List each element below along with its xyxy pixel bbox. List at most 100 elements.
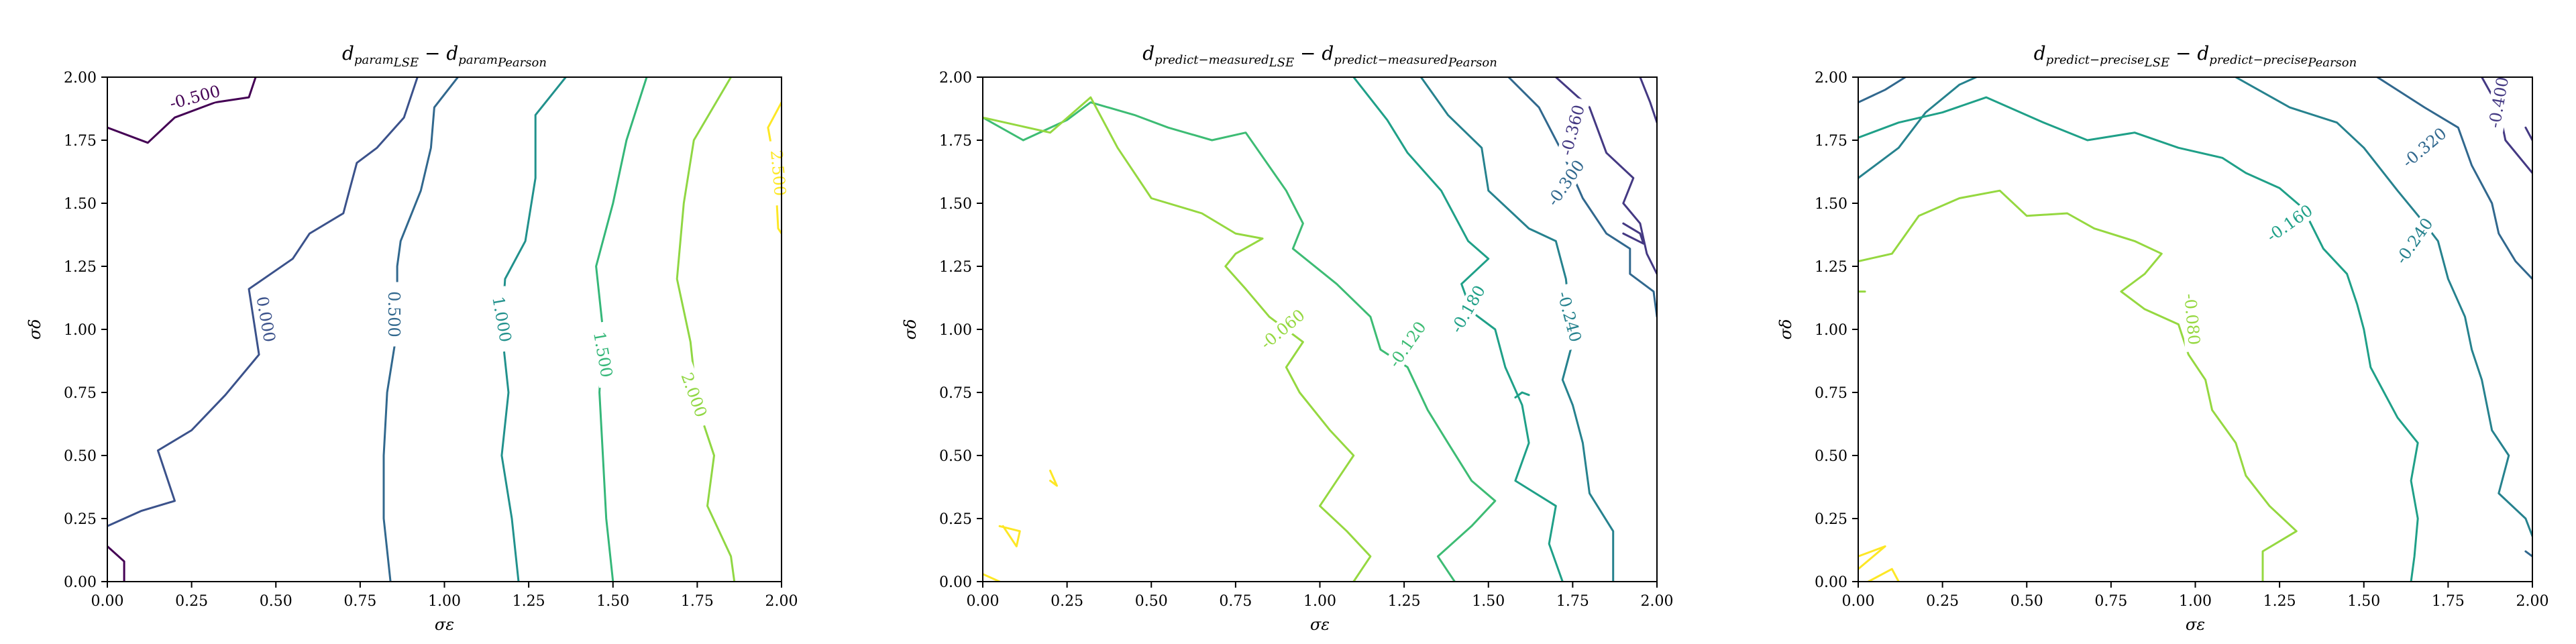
x-axis-label: σε: [435, 615, 454, 634]
y-tick-label: 1.75: [939, 133, 972, 150]
contour-label-bg: [161, 80, 229, 115]
contour-label-bg: [1252, 301, 1313, 358]
x-tick-label: 0.50: [260, 593, 292, 610]
contour-line: [983, 116, 1024, 142]
x-tick-label: 1.50: [596, 593, 629, 610]
y-tick-label: 1.75: [1815, 133, 1847, 150]
chart-title: dparamLSE − dparamPearson: [342, 42, 547, 70]
contour-line: [1858, 77, 1978, 179]
contour-label-bg: [2394, 119, 2455, 176]
y-tick-label: 1.00: [939, 322, 972, 339]
y-tick-label: 1.50: [64, 196, 97, 213]
x-tick-label: 1.25: [2263, 593, 2296, 610]
contour-label: -0.320: [2399, 124, 2451, 172]
x-tick-label: 0.75: [1219, 593, 1252, 610]
x-tick-label: 0.25: [1051, 593, 1083, 610]
contour-line: [2524, 550, 2532, 557]
y-tick-label: 0.25: [939, 511, 972, 528]
chart-title: dpredict−preciseLSE − dpredict−precisePe…: [2034, 42, 2357, 70]
x-tick-label: 1.00: [1303, 593, 1336, 610]
y-tick-label: 0.50: [64, 448, 97, 465]
contour-label: -0.160: [2263, 201, 2316, 246]
x-tick-label: 2.00: [2516, 593, 2549, 610]
contour-line: [1022, 101, 1497, 582]
contour-panel-predict-precise: -0.400 -0.320 -0.240 -0.160 -0.080 0.00 0.25 0.…: [1776, 42, 2548, 634]
x-tick-label: 0.75: [343, 593, 376, 610]
contour-line: [1622, 222, 1645, 245]
contour-line: [1554, 77, 1657, 275]
y-tick-label: 1.50: [939, 196, 972, 213]
x-tick-label: 1.00: [428, 593, 461, 610]
y-axis-label: σδ: [901, 319, 920, 340]
contour-label: 0.500: [384, 291, 403, 337]
contour-label: -0.120: [1385, 318, 1430, 371]
x-tick-label: 0.50: [2010, 593, 2043, 610]
contour-label: 2.500: [767, 149, 790, 197]
contour-line: [107, 545, 125, 582]
y-tick-label: 2.00: [939, 70, 972, 87]
y-tick-label: 1.25: [64, 259, 97, 276]
contour-label-bg: [2483, 68, 2514, 136]
contour-lines: [1858, 77, 2532, 582]
contour-line: [107, 77, 257, 144]
x-tick-label: 0.75: [2094, 593, 2127, 610]
contour-label: -0.080: [2180, 292, 2204, 345]
contour-label-bg: [2257, 197, 2322, 250]
y-tick-label: 0.25: [1815, 511, 1847, 528]
contour-label-bg: [486, 286, 517, 353]
x-tick-label: 1.50: [2347, 593, 2380, 610]
contour-label: -0.500: [168, 82, 222, 113]
contour-label-bg: [251, 286, 281, 353]
contour-label: -0.360: [1557, 103, 1589, 157]
y-tick-label: 0.75: [1815, 385, 1847, 402]
x-tick-label: 0.25: [175, 593, 208, 610]
y-tick-label: 0.50: [939, 448, 972, 465]
contour-label-bg: [765, 140, 791, 206]
x-axis-label: σε: [2186, 615, 2205, 634]
contour-line: [1867, 568, 1900, 582]
contour-label-bg: [1381, 313, 1434, 376]
x-tick-label: 1.25: [513, 593, 545, 610]
y-tick-label: 0.00: [939, 574, 972, 591]
contour-line: [983, 573, 1001, 582]
contour-label: 2.000: [677, 370, 710, 420]
x-tick-label: 1.75: [2432, 593, 2465, 610]
x-tick-label: 0.25: [1926, 593, 1959, 610]
y-tick-label: 1.25: [1815, 259, 1847, 276]
contour-label-bg: [1555, 96, 1591, 164]
contour-line: [998, 525, 1021, 547]
y-axis-label: σδ: [25, 319, 44, 340]
contour-line: [2376, 77, 2532, 280]
x-tick-label: 2.00: [765, 593, 798, 610]
y-tick-label: 0.25: [64, 511, 97, 528]
y-tick-label: 0.75: [939, 385, 972, 402]
contour-label-bg: [2388, 209, 2441, 273]
y-tick-label: 2.00: [64, 70, 97, 87]
y-tick-label: 1.75: [64, 133, 97, 150]
y-axis-label: σδ: [1776, 319, 1795, 340]
contour-label-bg: [2180, 286, 2204, 352]
x-tick-label: 1.75: [681, 593, 714, 610]
y-tick-label: 1.00: [1815, 322, 1847, 339]
x-axis-label: σε: [1310, 615, 1330, 634]
y-tick-label: 2.00: [1815, 70, 1847, 87]
x-tick-label: 1.50: [1472, 593, 1505, 610]
x-tick-label: 1.00: [2179, 593, 2212, 610]
contour-line: [1049, 470, 1058, 487]
contour-label: -0.240: [2392, 215, 2437, 268]
contour-line: [1858, 96, 2419, 582]
chart-title: dpredict−measuredLSE − dpredict−measured…: [1142, 42, 1497, 70]
contour-line: [1858, 77, 1907, 104]
contour-label: -0.300: [1544, 156, 1589, 209]
contour-line: [2235, 77, 2532, 537]
contour-label-bg: [1444, 276, 1493, 342]
y-tick-label: 0.00: [64, 574, 97, 591]
y-tick-label: 0.75: [64, 385, 97, 402]
contour-label-bg: [1552, 283, 1587, 351]
contour-label-bg: [384, 282, 404, 347]
contour-label: -0.240: [1554, 289, 1585, 343]
contour-line: [2524, 126, 2532, 142]
contour-label: -0.180: [1447, 282, 1489, 337]
